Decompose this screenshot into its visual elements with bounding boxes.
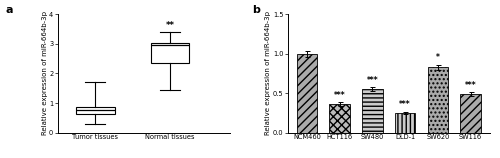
Bar: [330, 104, 350, 133]
Y-axis label: Relative expression of miR-664b-3p: Relative expression of miR-664b-3p: [266, 12, 272, 135]
Text: a: a: [5, 5, 12, 15]
Text: **: **: [166, 21, 174, 30]
Text: ***: ***: [400, 100, 411, 109]
Y-axis label: Relative expression of miR-664b-3p: Relative expression of miR-664b-3p: [42, 12, 48, 135]
Text: *: *: [436, 53, 440, 62]
Bar: [428, 67, 448, 133]
Text: ***: ***: [366, 76, 378, 85]
Bar: [460, 94, 481, 133]
PathPatch shape: [76, 107, 114, 114]
Text: ***: ***: [334, 91, 345, 100]
Bar: [395, 113, 415, 133]
Bar: [296, 54, 317, 133]
Text: ***: ***: [465, 81, 476, 89]
Text: b: b: [252, 5, 260, 15]
Bar: [362, 89, 382, 133]
PathPatch shape: [150, 43, 190, 63]
